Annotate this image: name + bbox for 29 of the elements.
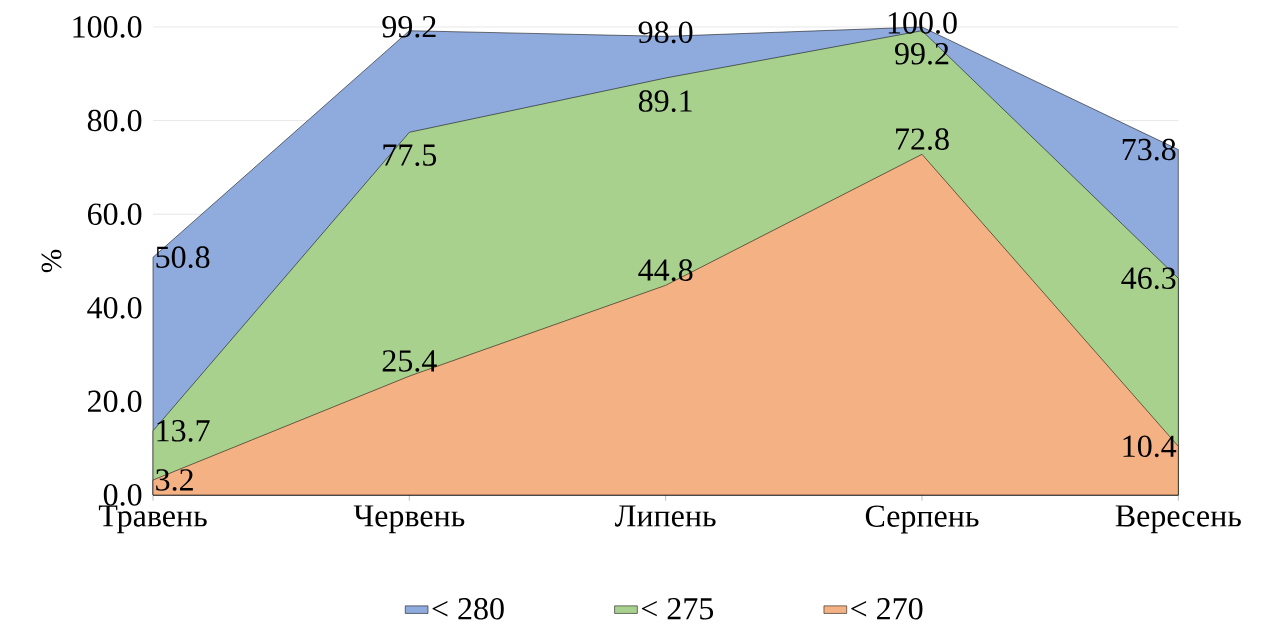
legend-label: < 280 [432, 598, 504, 620]
data-label: 25.4 [382, 350, 437, 372]
data-label: 13.7 [157, 420, 210, 442]
data-label: 44.8 [638, 259, 693, 282]
x-tick-label: Липень [615, 505, 716, 527]
data-label: 89.1 [638, 90, 692, 113]
data-label: 50.8 [156, 246, 210, 269]
data-label: 99.2 [382, 15, 436, 38]
y-tick-label: 40.0 [87, 296, 142, 319]
x-tick-label: Червень [353, 505, 465, 534]
data-label: 10.4 [1123, 435, 1177, 458]
y-tick-label: 0.0 [103, 484, 142, 506]
data-label: 73.8 [1122, 138, 1176, 161]
data-label: 77.5 [383, 144, 437, 166]
y-tick-label: 60.0 [87, 203, 142, 226]
data-label: 100.0 [888, 12, 957, 34]
data-label: 72.8 [896, 128, 949, 151]
legend-label: < 270 [851, 598, 923, 620]
data-label: 99.2 [895, 43, 949, 65]
x-tick-label: Вересень [1115, 505, 1241, 534]
legend-label: < 275 [641, 598, 714, 620]
y-tick-label: 80.0 [87, 109, 142, 132]
data-label: 46.3 [1121, 267, 1176, 290]
y-axis-title: % [41, 249, 62, 273]
x-tick-label: Серпень [865, 505, 979, 534]
x-tick-label: Травень [98, 505, 207, 534]
y-tick-label: 20.0 [88, 390, 142, 413]
y-tick-label: 100.0 [73, 16, 142, 38]
data-label: 3.2 [156, 469, 193, 491]
